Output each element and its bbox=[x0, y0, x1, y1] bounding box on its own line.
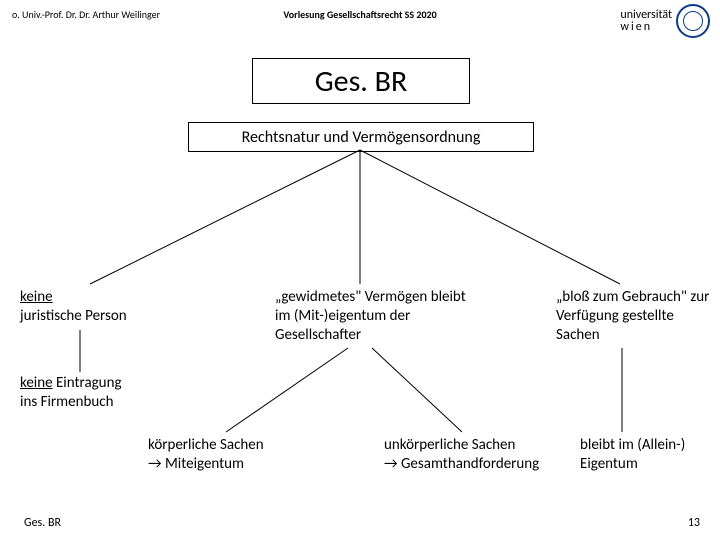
node-keine-eintragung: keine Eintragung ins Firmenbuch bbox=[20, 374, 180, 412]
node-bloss-zum-gebrauch: „bloß zum Gebrauch" zur Verfügung gestel… bbox=[556, 288, 716, 344]
logo-seal-icon bbox=[676, 4, 710, 38]
page-number: 13 bbox=[688, 516, 700, 530]
logo-text-bottom: wien bbox=[620, 21, 672, 33]
node-gewidmetes-vermoegen: „gewidmetes" Vermögen bleibt im (Mit-)ei… bbox=[275, 288, 475, 344]
subtitle-box: Rechtsnatur und Vermögensordnung bbox=[188, 122, 534, 152]
title-box: Ges. BR bbox=[252, 58, 470, 104]
footer-title: Ges. BR bbox=[24, 516, 61, 530]
header-course: Vorlesung Gesellschaftsrecht SS 2020 bbox=[0, 8, 720, 21]
university-logo: universität wien bbox=[620, 4, 710, 38]
node-keine-juristische-person: keine juristische Person bbox=[20, 288, 180, 326]
node-unkoerperliche-sachen: unkörperliche Sachen → Gesamthandforderu… bbox=[384, 436, 584, 474]
node-bleibt-allein-eigentum: bleibt im (Allein-) Eigentum bbox=[580, 436, 720, 474]
node-koerperliche-sachen: körperliche Sachen → Miteigentum bbox=[148, 436, 328, 474]
